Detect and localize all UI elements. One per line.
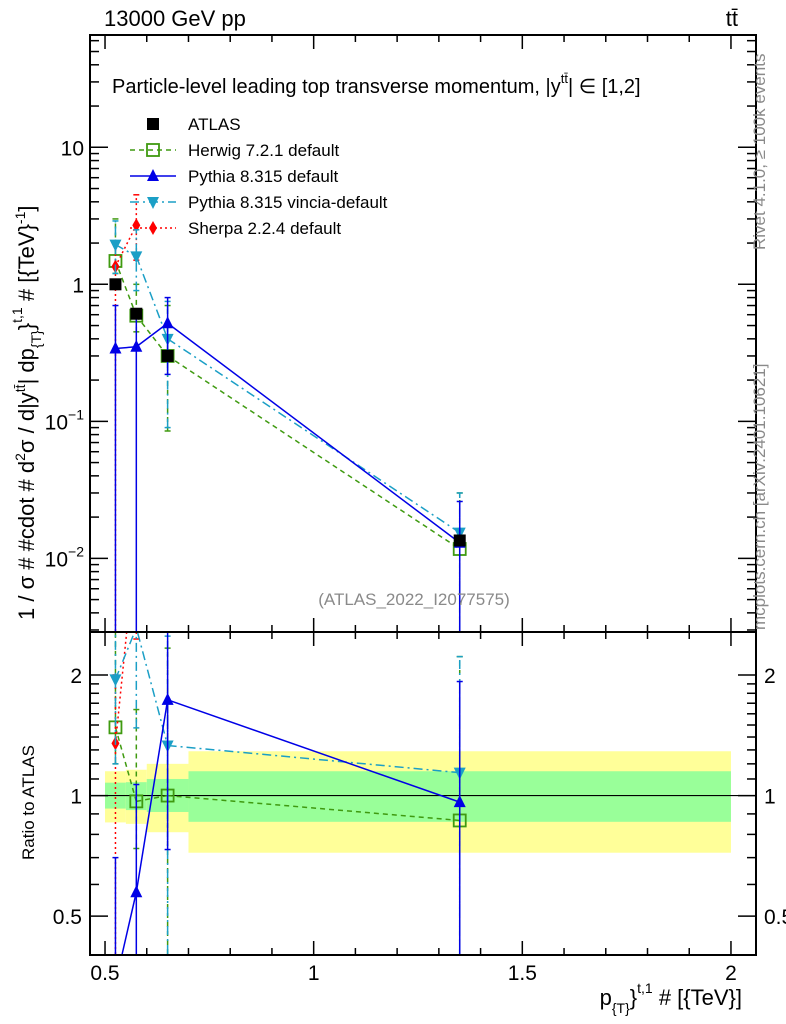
ratio-panel-marks — [108, 632, 467, 955]
marker-triangle-down — [147, 197, 159, 209]
series-line — [167, 744, 460, 774]
rivet-label: Rivet 4.1.0, ≥ 100k events — [750, 54, 769, 250]
legend-label: Pythia 8.315 default — [188, 167, 339, 186]
series-line — [114, 260, 138, 316]
series-line — [114, 632, 135, 680]
y-tick-label: 10 — [61, 137, 84, 160]
marker-triangle-up — [130, 885, 143, 898]
marker-square — [453, 534, 466, 547]
series-line — [167, 338, 461, 534]
legend-label: Sherpa 2.2.4 default — [188, 219, 341, 238]
legend-label: Herwig 7.2.1 default — [188, 141, 339, 160]
x-tick-label: 1.5 — [508, 962, 537, 985]
legend: ATLAS Herwig 7.2.1 default Pythia 8.315 de… — [130, 115, 388, 238]
legend-label: Pythia 8.315 vincia-default — [188, 193, 388, 212]
series-line — [167, 794, 460, 822]
series-herwig-7-2-1-default — [108, 218, 467, 631]
ratio-tick-label-right: 1 — [764, 786, 776, 809]
marker-open-square — [146, 143, 160, 157]
x-axis-label: p{T}}t,1 # [{TeV}] — [600, 980, 742, 1016]
series-line — [121, 892, 138, 955]
y-tick-label: 10−2 — [45, 543, 85, 571]
series-pythia-8-315-default — [109, 296, 466, 631]
marker-triangle-up — [130, 339, 143, 352]
marker-triangle-up — [161, 316, 174, 329]
series-pythia-8-315-default — [112, 633, 466, 955]
main-panel-marks — [108, 194, 467, 631]
marker-triangle-up — [147, 169, 159, 181]
marker-triangle-down — [109, 674, 122, 687]
marker-diamond — [149, 221, 157, 235]
marker-triangle-up — [109, 341, 122, 354]
series-pythia-8-315-vincia-default — [109, 220, 466, 631]
marker-diamond — [132, 218, 141, 233]
y-tick-exponent: −2 — [68, 543, 84, 559]
series-marks — [108, 194, 467, 955]
plot-title: Particle-level leading top transverse mo… — [112, 71, 641, 98]
legend-item: Pythia 8.315 default — [130, 167, 339, 186]
marker-triangle-down — [130, 251, 143, 264]
series-line — [167, 355, 461, 550]
legend-item: ATLAS — [147, 115, 241, 134]
ratio-tick-label: 2 — [70, 665, 82, 688]
ratio-tick-label-right: 0.5 — [764, 906, 786, 929]
y-tick-label: 1 — [72, 274, 84, 297]
marker-triangle-up — [453, 795, 466, 808]
marker-triangle-up — [161, 692, 174, 705]
marker-square — [109, 278, 122, 291]
series-line — [167, 322, 461, 544]
mcplots-label: mcplots.cern.ch [arXiv:2401.10621] — [750, 364, 769, 630]
x-tick-label: 1 — [308, 962, 320, 985]
legend-item: Sherpa 2.2.4 default — [130, 219, 341, 238]
series-atlas — [109, 278, 466, 547]
x-tick-label: 0.5 — [90, 962, 119, 985]
marker-triangle-down — [109, 239, 122, 252]
series-line — [135, 256, 169, 340]
marker-square — [161, 349, 174, 362]
axes: 0.5 1 1.5 2 10 1 10−1 10−2 0.5 0.5 1 1 2 2 — [45, 34, 786, 985]
marker-square — [147, 118, 159, 130]
series-line — [114, 632, 128, 744]
energy-label: 13000 GeV pp — [104, 6, 246, 31]
ratio-tick-label-right: 2 — [764, 665, 776, 688]
legend-item: Pythia 8.315 vincia-default — [130, 193, 388, 212]
ratio-y-axis-label: Ratio to ATLAS — [19, 745, 38, 860]
y-tick-label: 10−1 — [45, 406, 85, 434]
marker-square — [130, 307, 143, 320]
process-label: tt̄ — [726, 6, 738, 31]
series-line — [135, 699, 169, 893]
ratio-tick-label: 1 — [70, 786, 82, 809]
analysis-label: (ATLAS_2022_I2077575) — [318, 590, 510, 609]
y-tick-exponent: −1 — [68, 406, 84, 422]
ratio-tick-label: 0.5 — [53, 906, 82, 929]
legend-item: Herwig 7.2.1 default — [130, 141, 339, 160]
series-line — [167, 699, 460, 803]
y-axis-label: 1 / σ # #cdot # d2σ / d|ytt̄| dp{T}}t,1 … — [9, 206, 44, 621]
legend-label: ATLAS — [188, 115, 241, 134]
ratio-bands — [105, 751, 731, 853]
series-line — [114, 727, 138, 802]
ratio-panel-frame — [89, 631, 757, 956]
x-tick-label: 2 — [725, 962, 737, 985]
